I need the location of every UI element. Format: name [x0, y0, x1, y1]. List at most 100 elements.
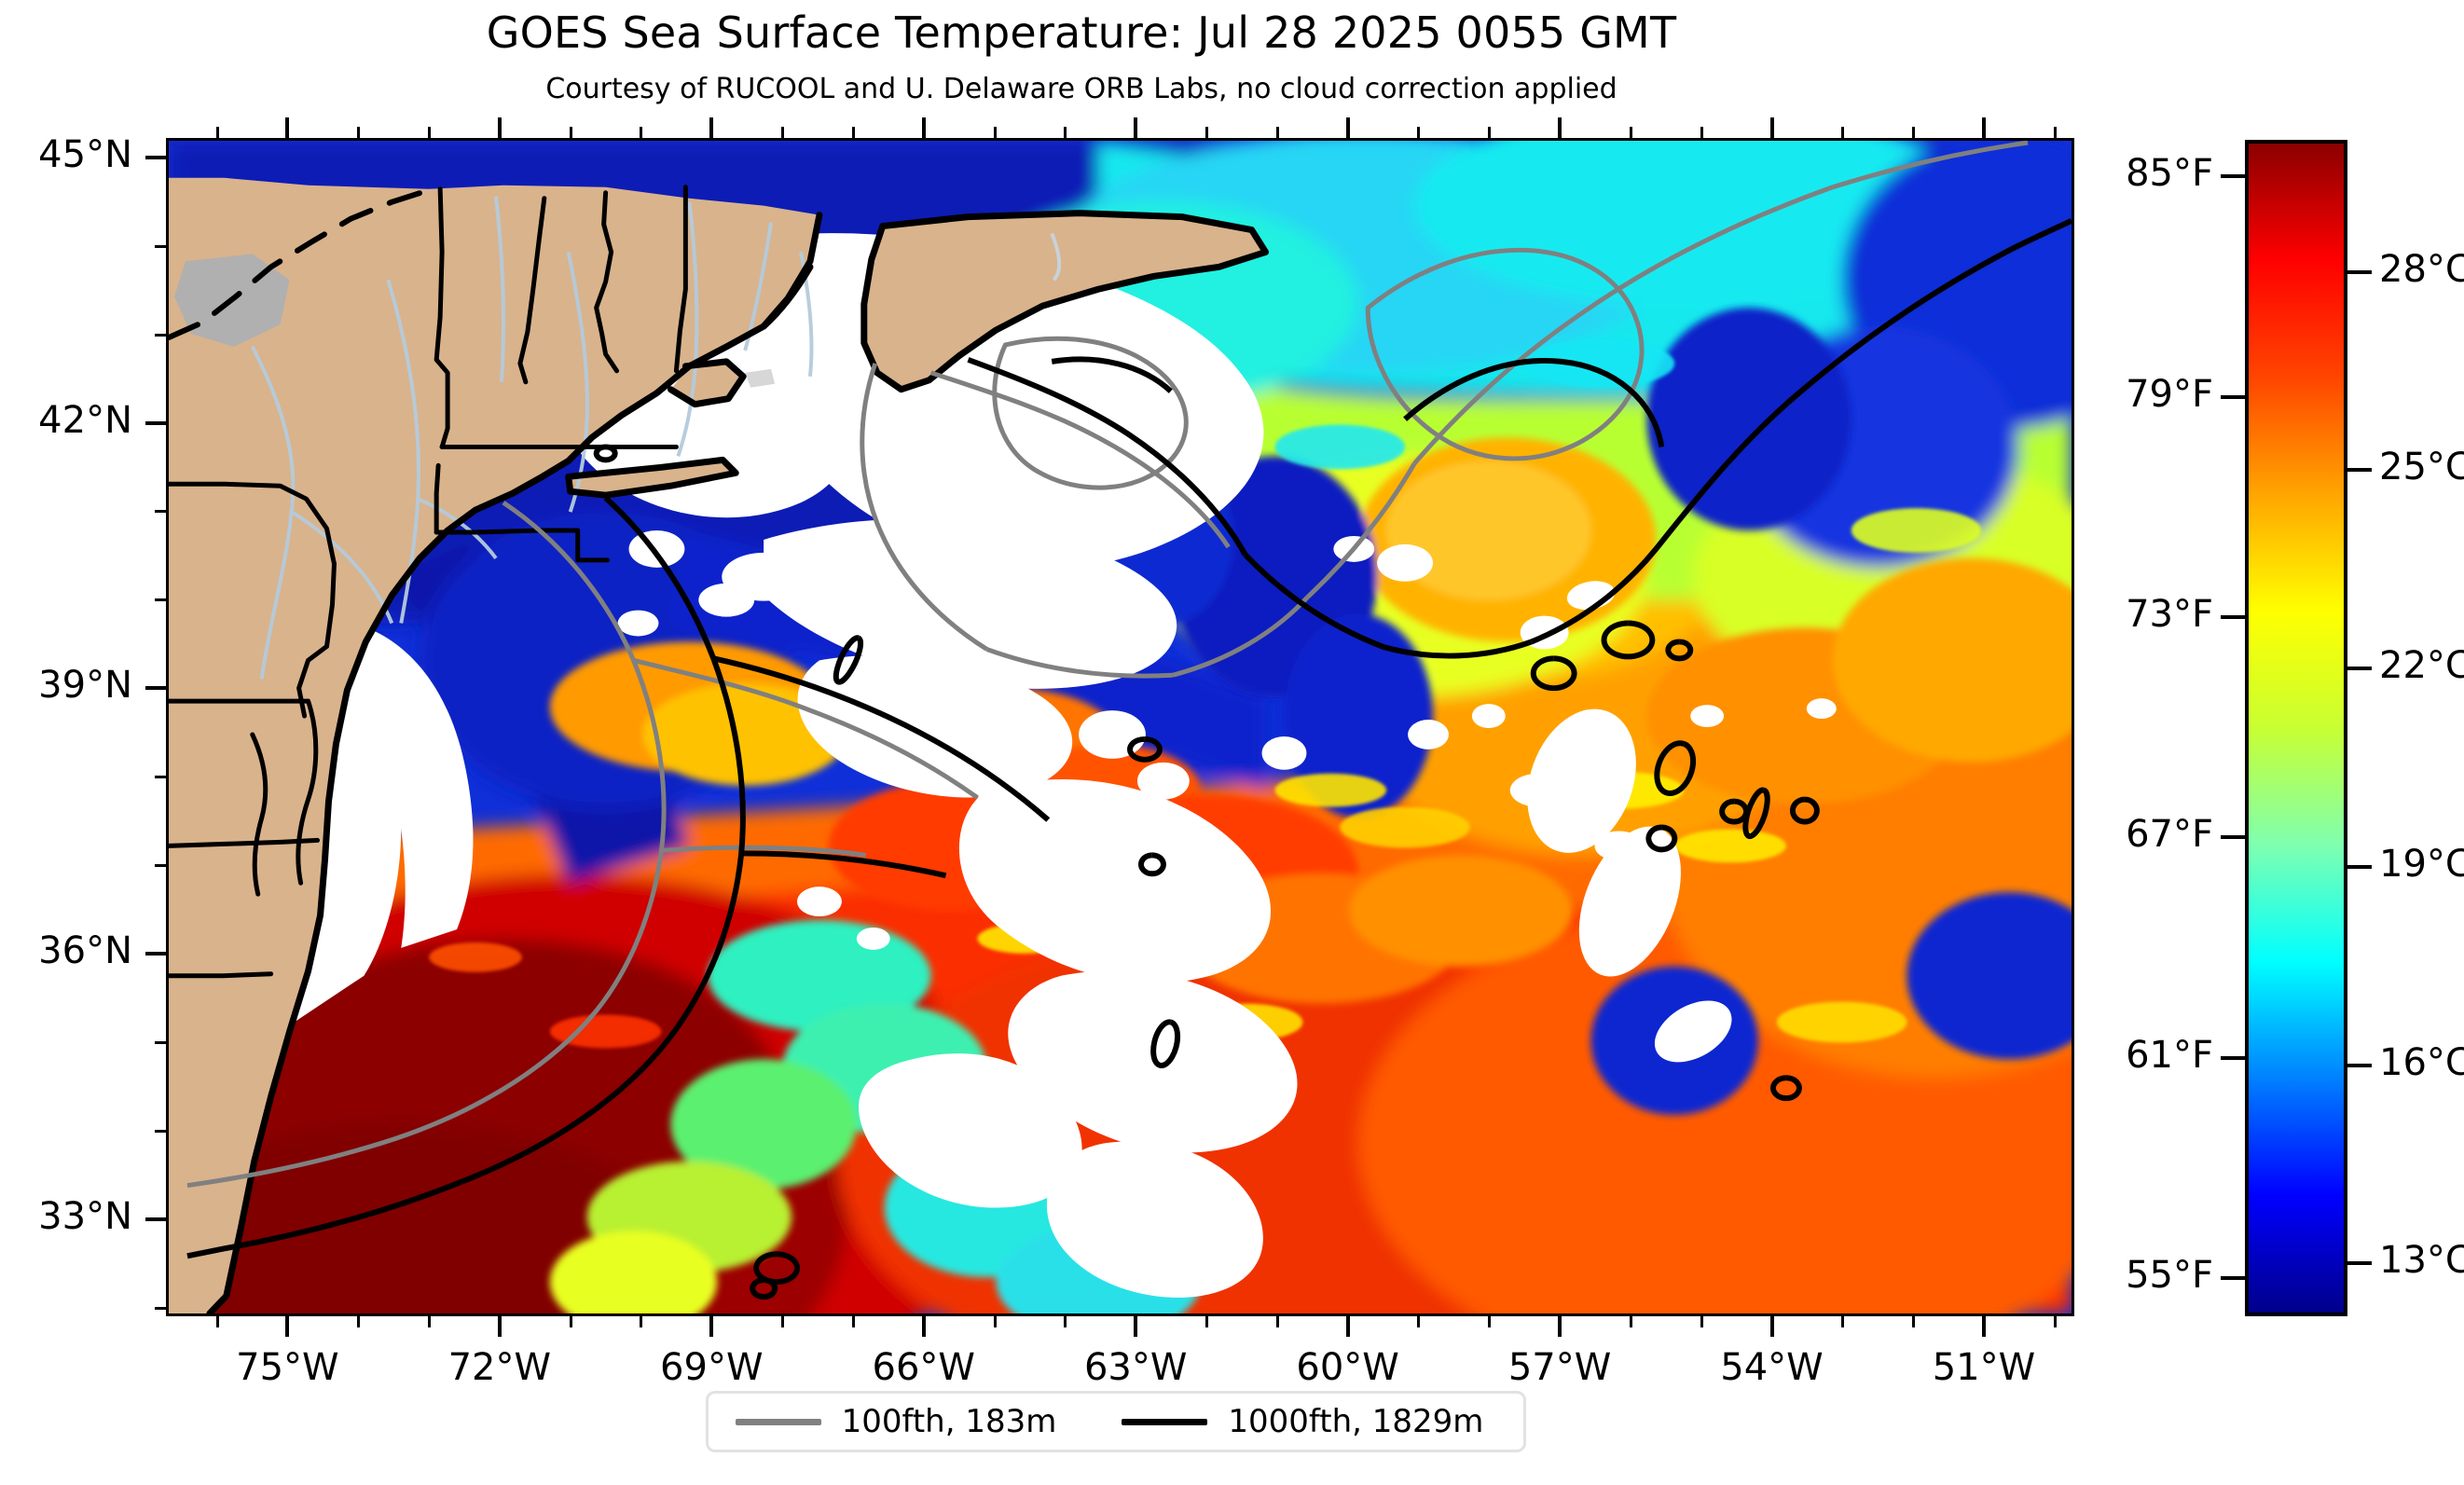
- x-tick-minor: [1204, 1316, 1208, 1327]
- x-tick-major: [1981, 1316, 1986, 1337]
- legend-line-1000fth: [1122, 1418, 1208, 1425]
- x-axis-label: 54°W: [1720, 1346, 1824, 1389]
- map-frame: [166, 138, 2074, 1316]
- x-axis-label: 60°W: [1296, 1346, 1399, 1389]
- y-tick-major: [145, 951, 166, 956]
- coastline: [206, 210, 1270, 1313]
- colorbar-label-celsius: 13°C: [2379, 1239, 2464, 1283]
- x-tick-major: [1345, 1316, 1350, 1337]
- colorbar-tick-fahrenheit: [2221, 174, 2245, 179]
- colorbar-tick-celsius: [2347, 468, 2372, 473]
- y-tick-minor: [155, 776, 166, 779]
- colorbar-tick-celsius: [2347, 269, 2372, 274]
- colorbar-tick-fahrenheit: [2221, 394, 2245, 399]
- y-axis-label: 36°N: [38, 928, 132, 972]
- x-tick-major-top: [1345, 117, 1350, 138]
- colorbar-tick-celsius: [2347, 864, 2372, 869]
- legend-item-100fth: 100fth, 183m: [709, 1403, 1096, 1440]
- x-tick-major: [1134, 1316, 1138, 1337]
- y-tick-minor: [155, 598, 166, 602]
- colorbar-label-fahrenheit: 61°F: [2126, 1033, 2213, 1077]
- x-tick-minor: [1064, 1316, 1067, 1327]
- y-tick-major: [145, 686, 166, 691]
- x-tick-minor-top: [1700, 127, 1703, 138]
- y-tick-minor: [155, 864, 166, 868]
- x-tick-minor: [357, 1316, 361, 1327]
- x-tick-minor-top: [1204, 127, 1208, 138]
- colorbar-label-fahrenheit: 55°F: [2126, 1254, 2213, 1298]
- x-tick-minor: [1275, 1316, 1279, 1327]
- y-tick-minor: [155, 1040, 166, 1044]
- x-tick-minor: [1700, 1316, 1703, 1327]
- x-tick-minor-top: [993, 127, 997, 138]
- x-tick-major-top: [497, 117, 502, 138]
- colorbar[interactable]: 85°F 79°F 73°F 67°F 61°F 55°F 28°C 25°C 22°C 19°C…: [2126, 140, 2464, 1316]
- x-tick-minor-top: [2053, 127, 2057, 138]
- legend-label-1000fth: 1000fth, 1829m: [1228, 1403, 1484, 1440]
- sst-raster: [169, 141, 2072, 1313]
- x-tick-major: [285, 1316, 290, 1337]
- x-tick-minor: [1417, 1316, 1421, 1327]
- x-tick-minor-top: [1629, 127, 1632, 138]
- x-tick-minor: [1629, 1316, 1632, 1327]
- x-tick-major-top: [1769, 117, 1774, 138]
- y-tick-major: [145, 1217, 166, 1221]
- contour-1000fth: [186, 217, 2072, 1300]
- y-tick-minor: [155, 1129, 166, 1133]
- x-axis-label: 63°W: [1083, 1346, 1188, 1389]
- x-axis-label: 51°W: [1932, 1346, 2036, 1389]
- x-tick-minor: [640, 1316, 643, 1327]
- x-tick-minor: [428, 1316, 432, 1327]
- x-tick-major: [1558, 1316, 1562, 1337]
- map-plot-area[interactable]: [166, 138, 2074, 1316]
- political-borders: [169, 184, 688, 979]
- colorbar-tick-celsius: [2347, 1063, 2372, 1067]
- x-tick-major: [709, 1316, 714, 1337]
- x-tick-major-top: [1558, 117, 1562, 138]
- x-tick-minor: [215, 1316, 219, 1327]
- y-tick-minor: [155, 1306, 166, 1310]
- x-tick-minor-top: [851, 127, 855, 138]
- x-tick-minor-top: [357, 127, 361, 138]
- y-tick-minor: [155, 244, 166, 248]
- x-axis-label: 69°W: [660, 1346, 764, 1389]
- x-tick-major-top: [709, 117, 714, 138]
- x-tick-minor-top: [1064, 127, 1067, 138]
- x-tick-minor-top: [569, 127, 572, 138]
- depth-contour-legend: 100fth, 183m 1000fth, 1829m: [706, 1391, 1526, 1452]
- colorbar-tick-fahrenheit: [2221, 835, 2245, 840]
- x-tick-minor: [781, 1316, 785, 1327]
- y-tick-major: [145, 420, 166, 425]
- colorbar-label-celsius: 22°C: [2379, 644, 2464, 688]
- x-tick-minor: [2053, 1316, 2057, 1327]
- colorbar-label-celsius: 25°C: [2379, 446, 2464, 489]
- y-axis-label: 33°N: [38, 1194, 132, 1238]
- x-axis-label: 57°W: [1507, 1346, 1612, 1389]
- x-tick-minor-top: [1912, 127, 1916, 138]
- x-tick-minor-top: [1275, 127, 1279, 138]
- y-axis-label: 42°N: [38, 398, 132, 442]
- colorbar-label-fahrenheit: 85°F: [2126, 152, 2213, 196]
- y-axis-label: 39°N: [38, 664, 132, 708]
- x-tick-major-top: [1981, 117, 1986, 138]
- legend-label-100fth: 100fth, 183m: [841, 1403, 1057, 1440]
- colorbar-tick-celsius: [2347, 667, 2372, 671]
- colorbar-tick-fahrenheit: [2221, 1055, 2245, 1060]
- legend-item-1000fth: 1000fth, 1829m: [1095, 1403, 1522, 1440]
- colorbar-tick-fahrenheit: [2221, 615, 2245, 620]
- x-tick-minor-top: [1488, 127, 1492, 138]
- page-title: GOES Sea Surface Temperature: Jul 28 202…: [486, 7, 1677, 58]
- y-tick-major: [145, 155, 166, 159]
- page-subtitle: Courtesy of RUCOOL and U. Delaware ORB L…: [545, 73, 1617, 105]
- x-tick-minor-top: [428, 127, 432, 138]
- colorbar-gradient: [2245, 140, 2347, 1316]
- colorbar-tick-celsius: [2347, 1261, 2372, 1266]
- colorbar-label-fahrenheit: 73°F: [2126, 593, 2213, 637]
- y-axis-label: 45°N: [38, 132, 132, 176]
- x-tick-minor: [1841, 1316, 1845, 1327]
- x-axis-label: 66°W: [872, 1346, 975, 1389]
- x-tick-major-top: [1134, 117, 1138, 138]
- x-tick-major-top: [285, 117, 290, 138]
- colorbar-tick-fahrenheit: [2221, 1276, 2245, 1281]
